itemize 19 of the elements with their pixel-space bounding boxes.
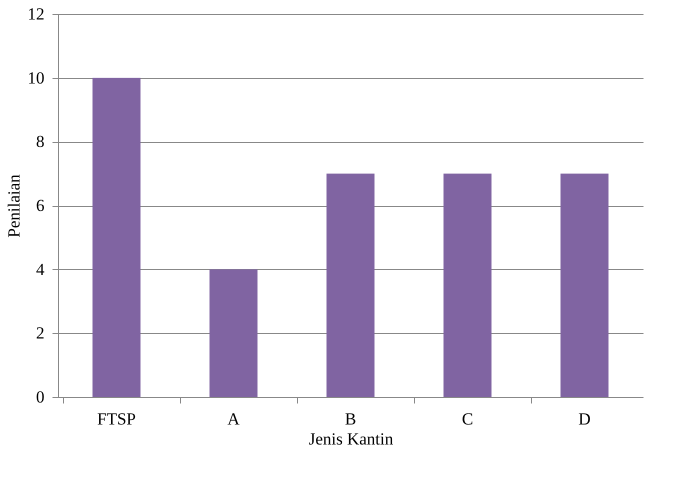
y-axis-title: Penilaian [4,174,24,238]
x-tick-label: C [462,410,474,428]
bar [210,269,258,397]
x-tick-label: FTSP [97,410,136,428]
x-tick-label: B [344,410,356,428]
y-tick-label: 2 [36,324,44,343]
bar [444,174,492,397]
y-tick-label: 10 [28,68,44,88]
bar [560,174,608,397]
x-tick-label: D [578,410,591,428]
bar [92,78,140,397]
y-tick-label: 12 [28,4,44,24]
x-axis-title: Jenis Kantin [308,430,394,448]
y-tick-label: 6 [36,196,44,215]
y-tick-label: 4 [36,260,45,279]
y-tick-label: 0 [36,388,44,406]
bar [326,174,374,397]
x-tick-label: A [227,410,240,428]
y-tick-label: 8 [36,132,44,152]
